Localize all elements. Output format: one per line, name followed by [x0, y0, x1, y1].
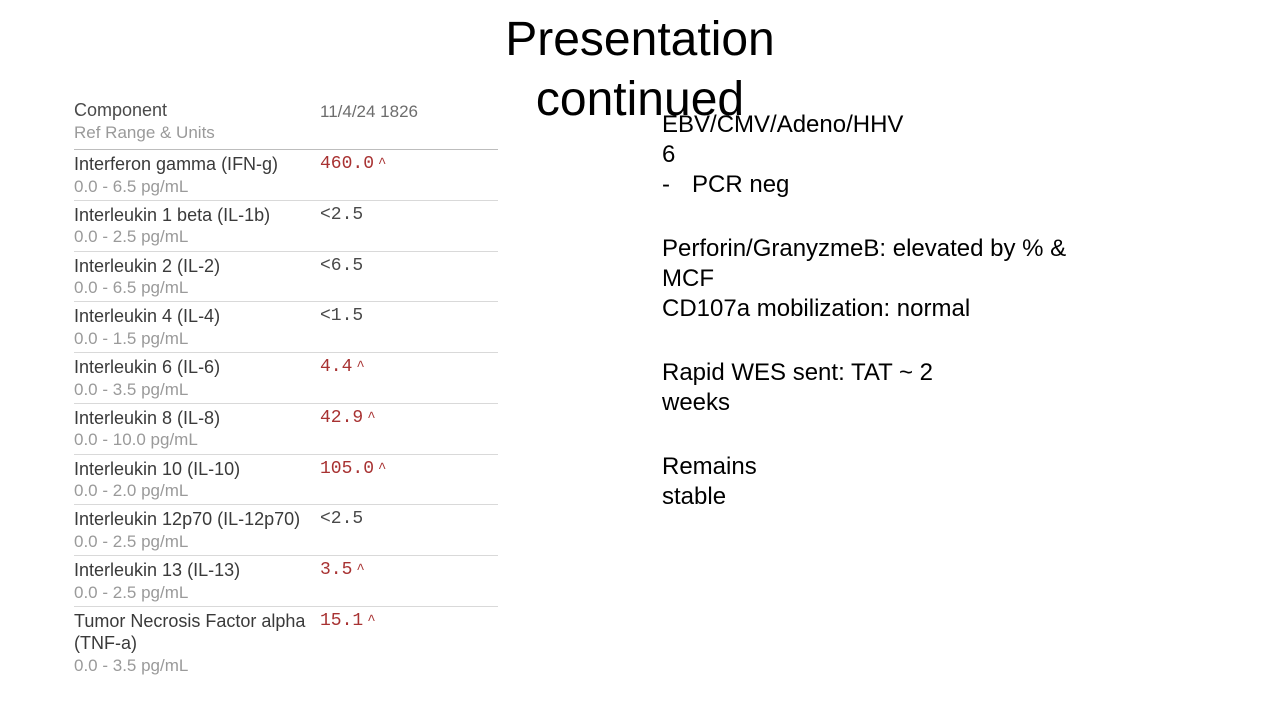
reference-range: 0.0 - 2.5 pg/mL: [74, 226, 320, 247]
reference-range: 0.0 - 6.5 pg/mL: [74, 176, 320, 197]
lab-row-name-cell: Interleukin 2 (IL-2)0.0 - 6.5 pg/mL: [74, 255, 320, 299]
lab-row-name-cell: Interleukin 8 (IL-8)0.0 - 10.0 pg/mL: [74, 407, 320, 451]
pcr-bullet: - PCR neg: [662, 170, 1102, 200]
virus-block: EBV/CMV/Adeno/HHV 6 - PCR neg: [662, 110, 1102, 200]
stable-line-1: Remains: [662, 452, 1102, 482]
virus-line-2: 6: [662, 140, 1102, 170]
reference-range: 0.0 - 2.5 pg/mL: [74, 582, 320, 603]
component-name: Interferon gamma (IFN-g): [74, 153, 320, 176]
lab-header-date: 11/4/24 1826: [320, 100, 498, 143]
lab-row: Interleukin 12p70 (IL-12p70)0.0 - 2.5 pg…: [74, 505, 498, 556]
lab-row: Interleukin 2 (IL-2)0.0 - 6.5 pg/mL<6.5: [74, 252, 498, 303]
result-value: 42.9^: [320, 407, 498, 451]
value-text: <6.5: [320, 256, 363, 276]
high-flag-icon: ^: [356, 562, 364, 578]
value-text: <2.5: [320, 509, 363, 529]
result-value: <2.5: [320, 204, 498, 248]
component-name: Interleukin 2 (IL-2): [74, 255, 320, 278]
virus-line-1: EBV/CMV/Adeno/HHV: [662, 110, 1102, 140]
value-text: 105.0: [320, 459, 374, 479]
lab-header-component: Component Ref Range & Units: [74, 100, 320, 143]
wes-line-1: Rapid WES sent: TAT ~ 2: [662, 358, 1102, 388]
title-line-1: Presentation: [505, 13, 775, 66]
wes-block: Rapid WES sent: TAT ~ 2 weeks: [662, 358, 1102, 418]
slide: Presentation continued Component Ref Ran…: [0, 0, 1280, 720]
value-text: 3.5: [320, 560, 352, 580]
high-flag-icon: ^: [367, 410, 375, 426]
reference-range: 0.0 - 1.5 pg/mL: [74, 328, 320, 349]
component-name: Interleukin 8 (IL-8): [74, 407, 320, 430]
lab-row-name-cell: Interleukin 10 (IL-10)0.0 - 2.0 pg/mL: [74, 458, 320, 502]
lab-row-name-cell: Interleukin 4 (IL-4)0.0 - 1.5 pg/mL: [74, 305, 320, 349]
stable-line-2: stable: [662, 482, 1102, 512]
value-text: <1.5: [320, 306, 363, 326]
lab-row: Interleukin 4 (IL-4)0.0 - 1.5 pg/mL<1.5: [74, 302, 498, 353]
lab-row: Interleukin 13 (IL-13)0.0 - 2.5 pg/mL3.5…: [74, 556, 498, 607]
cd107a-text: CD107a mobilization: normal: [662, 294, 1102, 324]
result-value: 3.5^: [320, 559, 498, 603]
result-value: 460.0^: [320, 153, 498, 197]
component-name: Interleukin 4 (IL-4): [74, 305, 320, 328]
component-name: Interleukin 1 beta (IL-1b): [74, 204, 320, 227]
lab-row: Interferon gamma (IFN-g)0.0 - 6.5 pg/mL4…: [74, 150, 498, 201]
wes-line-2: weeks: [662, 388, 1102, 418]
high-flag-icon: ^: [367, 613, 375, 629]
lab-row: Interleukin 8 (IL-8)0.0 - 10.0 pg/mL42.9…: [74, 404, 498, 455]
reference-range: 0.0 - 3.5 pg/mL: [74, 655, 320, 676]
lab-results-table: Component Ref Range & Units 11/4/24 1826…: [74, 100, 498, 679]
high-flag-icon: ^: [356, 359, 364, 375]
result-value: 4.4^: [320, 356, 498, 400]
reference-range: 0.0 - 6.5 pg/mL: [74, 277, 320, 298]
clinical-notes: EBV/CMV/Adeno/HHV 6 - PCR neg Perforin/G…: [662, 110, 1102, 512]
lab-row-name-cell: Interleukin 13 (IL-13)0.0 - 2.5 pg/mL: [74, 559, 320, 603]
result-value: 105.0^: [320, 458, 498, 502]
lab-row-name-cell: Interferon gamma (IFN-g)0.0 - 6.5 pg/mL: [74, 153, 320, 197]
component-name: Interleukin 6 (IL-6): [74, 356, 320, 379]
result-value: 15.1^: [320, 610, 498, 676]
perforin-text: Perforin/GranyzmeB: elevated by % & MCF: [662, 234, 1102, 294]
result-value: <1.5: [320, 305, 498, 349]
reference-range: 0.0 - 2.0 pg/mL: [74, 480, 320, 501]
lab-row: Interleukin 6 (IL-6)0.0 - 3.5 pg/mL4.4^: [74, 353, 498, 404]
lab-header-row: Component Ref Range & Units 11/4/24 1826: [74, 100, 498, 150]
lab-header-range-label: Ref Range & Units: [74, 123, 320, 143]
value-text: 460.0: [320, 154, 374, 174]
lab-header-component-label: Component: [74, 100, 320, 121]
lab-row: Interleukin 10 (IL-10)0.0 - 2.0 pg/mL105…: [74, 455, 498, 506]
high-flag-icon: ^: [378, 461, 386, 477]
stable-block: Remains stable: [662, 452, 1102, 512]
value-text: 4.4: [320, 357, 352, 377]
perforin-block: Perforin/GranyzmeB: elevated by % & MCF …: [662, 234, 1102, 324]
value-text: 15.1: [320, 611, 363, 631]
reference-range: 0.0 - 3.5 pg/mL: [74, 379, 320, 400]
value-text: 42.9: [320, 408, 363, 428]
lab-row: Tumor Necrosis Factor alpha (TNF-a)0.0 -…: [74, 607, 498, 679]
lab-row: Interleukin 1 beta (IL-1b)0.0 - 2.5 pg/m…: [74, 201, 498, 252]
component-name: Interleukin 13 (IL-13): [74, 559, 320, 582]
component-name: Interleukin 10 (IL-10): [74, 458, 320, 481]
lab-row-name-cell: Interleukin 6 (IL-6)0.0 - 3.5 pg/mL: [74, 356, 320, 400]
lab-row-name-cell: Tumor Necrosis Factor alpha (TNF-a)0.0 -…: [74, 610, 320, 676]
reference-range: 0.0 - 10.0 pg/mL: [74, 429, 320, 450]
high-flag-icon: ^: [378, 156, 386, 172]
lab-row-name-cell: Interleukin 1 beta (IL-1b)0.0 - 2.5 pg/m…: [74, 204, 320, 248]
lab-row-name-cell: Interleukin 12p70 (IL-12p70)0.0 - 2.5 pg…: [74, 508, 320, 552]
value-text: <2.5: [320, 205, 363, 225]
result-value: <2.5: [320, 508, 498, 552]
bullet-dash: -: [662, 170, 692, 200]
result-value: <6.5: [320, 255, 498, 299]
component-name: Interleukin 12p70 (IL-12p70): [74, 508, 320, 531]
reference-range: 0.0 - 2.5 pg/mL: [74, 531, 320, 552]
pcr-text: PCR neg: [692, 170, 789, 200]
component-name: Tumor Necrosis Factor alpha (TNF-a): [74, 610, 320, 655]
lab-rows-container: Interferon gamma (IFN-g)0.0 - 6.5 pg/mL4…: [74, 150, 498, 679]
